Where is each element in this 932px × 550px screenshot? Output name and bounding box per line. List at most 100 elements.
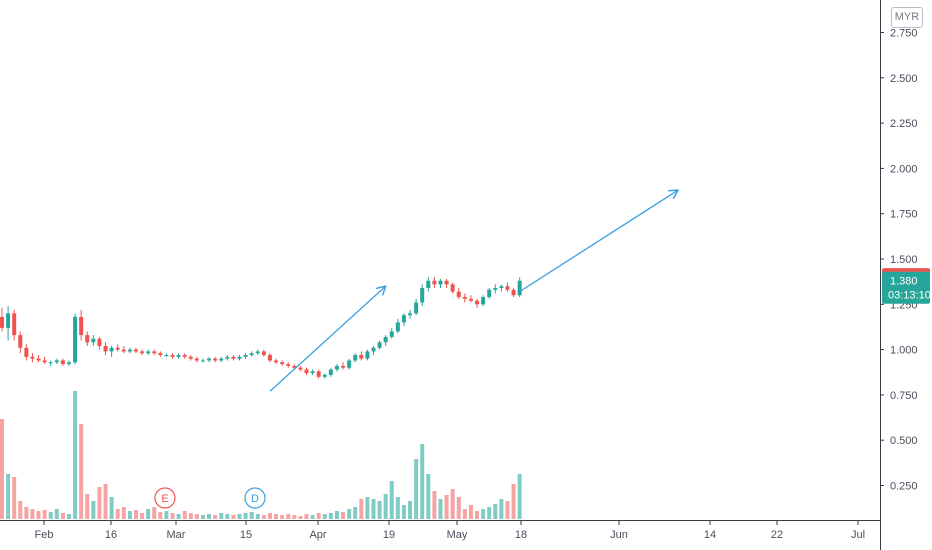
volume-bar <box>133 510 138 519</box>
volume-bar <box>121 507 126 519</box>
volume-bar <box>146 509 151 519</box>
y-tick-label: 2.500 <box>890 73 918 85</box>
volume-bar <box>231 515 236 519</box>
x-tick-label: May <box>447 529 468 541</box>
volume-bar <box>304 514 309 519</box>
volume-bar <box>274 514 279 519</box>
candle-body <box>176 355 181 357</box>
candle-body <box>401 315 406 323</box>
dividend-marker-label: D <box>251 493 259 505</box>
volume-bar <box>298 516 303 519</box>
volume-bar <box>371 499 376 519</box>
volume-bar <box>188 513 193 519</box>
candle-body <box>188 356 193 359</box>
x-tick-label: 14 <box>704 529 716 541</box>
candle-body <box>371 347 376 352</box>
volume-bar <box>12 477 17 519</box>
candle-body <box>225 356 230 359</box>
candle-body <box>12 313 17 336</box>
candle-body <box>450 284 455 292</box>
candle-body <box>395 322 400 332</box>
volume-bar <box>414 459 419 519</box>
candle-body <box>444 280 449 285</box>
volume-bar <box>353 507 358 519</box>
volume-bar <box>280 515 285 519</box>
x-tick-label: 18 <box>515 529 527 541</box>
trend-arrow[interactable] <box>269 286 386 392</box>
y-tick-label: 2.000 <box>890 163 918 175</box>
volume-bar <box>432 491 437 519</box>
volume-bar <box>347 509 352 519</box>
candle-body <box>462 297 467 299</box>
candle-body <box>499 286 504 288</box>
trend-arrows[interactable] <box>269 190 678 392</box>
volume-bar <box>79 424 84 519</box>
candle-body <box>487 289 492 298</box>
volume-bar <box>310 515 315 519</box>
volume-bar <box>316 513 321 519</box>
x-tick-label: Jul <box>851 529 865 541</box>
candle-body <box>298 367 303 370</box>
candle-body <box>280 362 285 365</box>
volume-bar <box>481 509 486 519</box>
candle-body <box>0 316 4 328</box>
earnings-marker[interactable] <box>154 487 176 509</box>
candle-body <box>91 338 96 343</box>
candle-body <box>237 356 242 359</box>
candle-body <box>481 297 486 305</box>
volume-bar <box>127 511 132 519</box>
candle-body <box>456 291 461 298</box>
candle-body <box>353 355 358 361</box>
candle-body <box>286 364 291 366</box>
candle-body <box>152 351 157 354</box>
candle-body <box>213 358 218 361</box>
trend-arrow[interactable] <box>519 190 678 293</box>
volume-bar <box>97 487 102 519</box>
volume-bar <box>456 497 461 519</box>
volume-bar <box>517 474 522 519</box>
volume-bar <box>109 497 114 519</box>
volume-bar <box>194 514 199 519</box>
candle-body <box>140 351 145 354</box>
candle-body <box>304 369 309 374</box>
currency-badge[interactable]: MYR <box>891 7 923 28</box>
volume-bar <box>377 501 382 519</box>
candle-body <box>109 347 114 352</box>
y-tick-label: 1.750 <box>890 209 918 221</box>
volume-bar <box>420 444 425 519</box>
candle-body <box>133 349 138 352</box>
candle-body <box>383 336 388 343</box>
volume-bar <box>115 509 120 519</box>
candle-body <box>347 360 352 368</box>
dividend-marker[interactable] <box>244 487 266 509</box>
candle-body <box>85 335 90 343</box>
volume-bar <box>328 513 333 519</box>
volume-bar <box>395 497 400 519</box>
candle-body <box>73 316 78 363</box>
y-tick-label: 2.750 <box>890 28 918 40</box>
candle-body <box>182 355 187 357</box>
candle-body <box>322 374 327 377</box>
candle-body <box>274 360 279 363</box>
candle-body <box>54 360 59 363</box>
volume-bar <box>255 514 260 519</box>
candle-body <box>48 362 53 364</box>
y-tick-label: 0.250 <box>890 481 918 493</box>
volume-bar <box>438 499 443 519</box>
current-price-tag <box>882 271 930 304</box>
volume-bar <box>91 501 96 519</box>
volume-bar <box>341 512 346 519</box>
candle-body <box>438 280 443 285</box>
candle-body <box>243 355 248 357</box>
x-tick-label: Jun <box>610 529 628 541</box>
volume-bar <box>36 511 41 519</box>
candle-body <box>30 356 35 359</box>
volume-bar <box>200 515 205 519</box>
volume-bar <box>176 514 181 519</box>
x-tick-label: 15 <box>240 529 252 541</box>
volume-bar <box>383 494 388 519</box>
volume-bar <box>225 514 230 519</box>
candle-body <box>414 302 419 314</box>
